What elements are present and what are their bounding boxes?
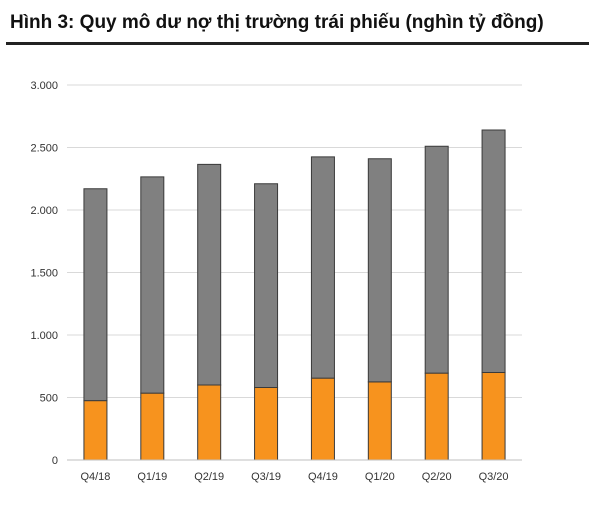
- bar-segment-gray: [367, 158, 392, 383]
- y-tick-label: 2.500: [30, 143, 58, 155]
- bar-segment-orange: [140, 392, 165, 461]
- title-divider: [6, 42, 589, 45]
- y-tick-label: 500: [40, 393, 58, 405]
- x-tick-label: Q1/20: [365, 471, 395, 483]
- y-tick-label: 0: [52, 455, 58, 467]
- y-tick-label: 1.500: [30, 268, 58, 280]
- x-tick-label: Q4/18: [80, 471, 110, 483]
- x-tick-label: Q2/20: [422, 471, 452, 483]
- x-tick-label: Q4/19: [308, 471, 338, 483]
- bar-segment-gray: [197, 163, 222, 386]
- gridlines: [67, 84, 522, 398]
- bar-segment-gray: [310, 156, 335, 379]
- x-tick-label: Q2/19: [194, 471, 224, 483]
- bars: [83, 129, 506, 461]
- bar-segment-orange: [481, 372, 506, 461]
- x-tick-label: Q3/19: [251, 471, 281, 483]
- bar-segment-orange: [310, 377, 335, 461]
- bar-segment-orange: [254, 387, 279, 461]
- bar-segment-gray: [83, 188, 108, 402]
- bar-segment-gray: [424, 145, 449, 374]
- x-tick-label: Q3/20: [479, 471, 509, 483]
- bar-segment-gray: [481, 129, 506, 373]
- bar-segment-orange: [197, 384, 222, 461]
- bar-segment-gray: [140, 176, 165, 394]
- bar-segment-orange: [424, 372, 449, 461]
- bar-segment-gray: [254, 183, 279, 388]
- tick-labels: 0 500 1.000 1.500 2.000 2.500 3.000 Q4/18 Q1/19 Q…: [30, 80, 508, 483]
- figure-title: Hình 3: Quy mô dư nợ thị trường trái phi…: [10, 12, 544, 33]
- y-tick-label: 3.000: [30, 80, 58, 92]
- y-tick-label: 1.000: [30, 330, 58, 342]
- bar-segment-orange: [83, 400, 108, 461]
- bar-segment-orange: [367, 381, 392, 461]
- y-tick-label: 2.000: [30, 205, 58, 217]
- x-tick-label: Q1/19: [137, 471, 167, 483]
